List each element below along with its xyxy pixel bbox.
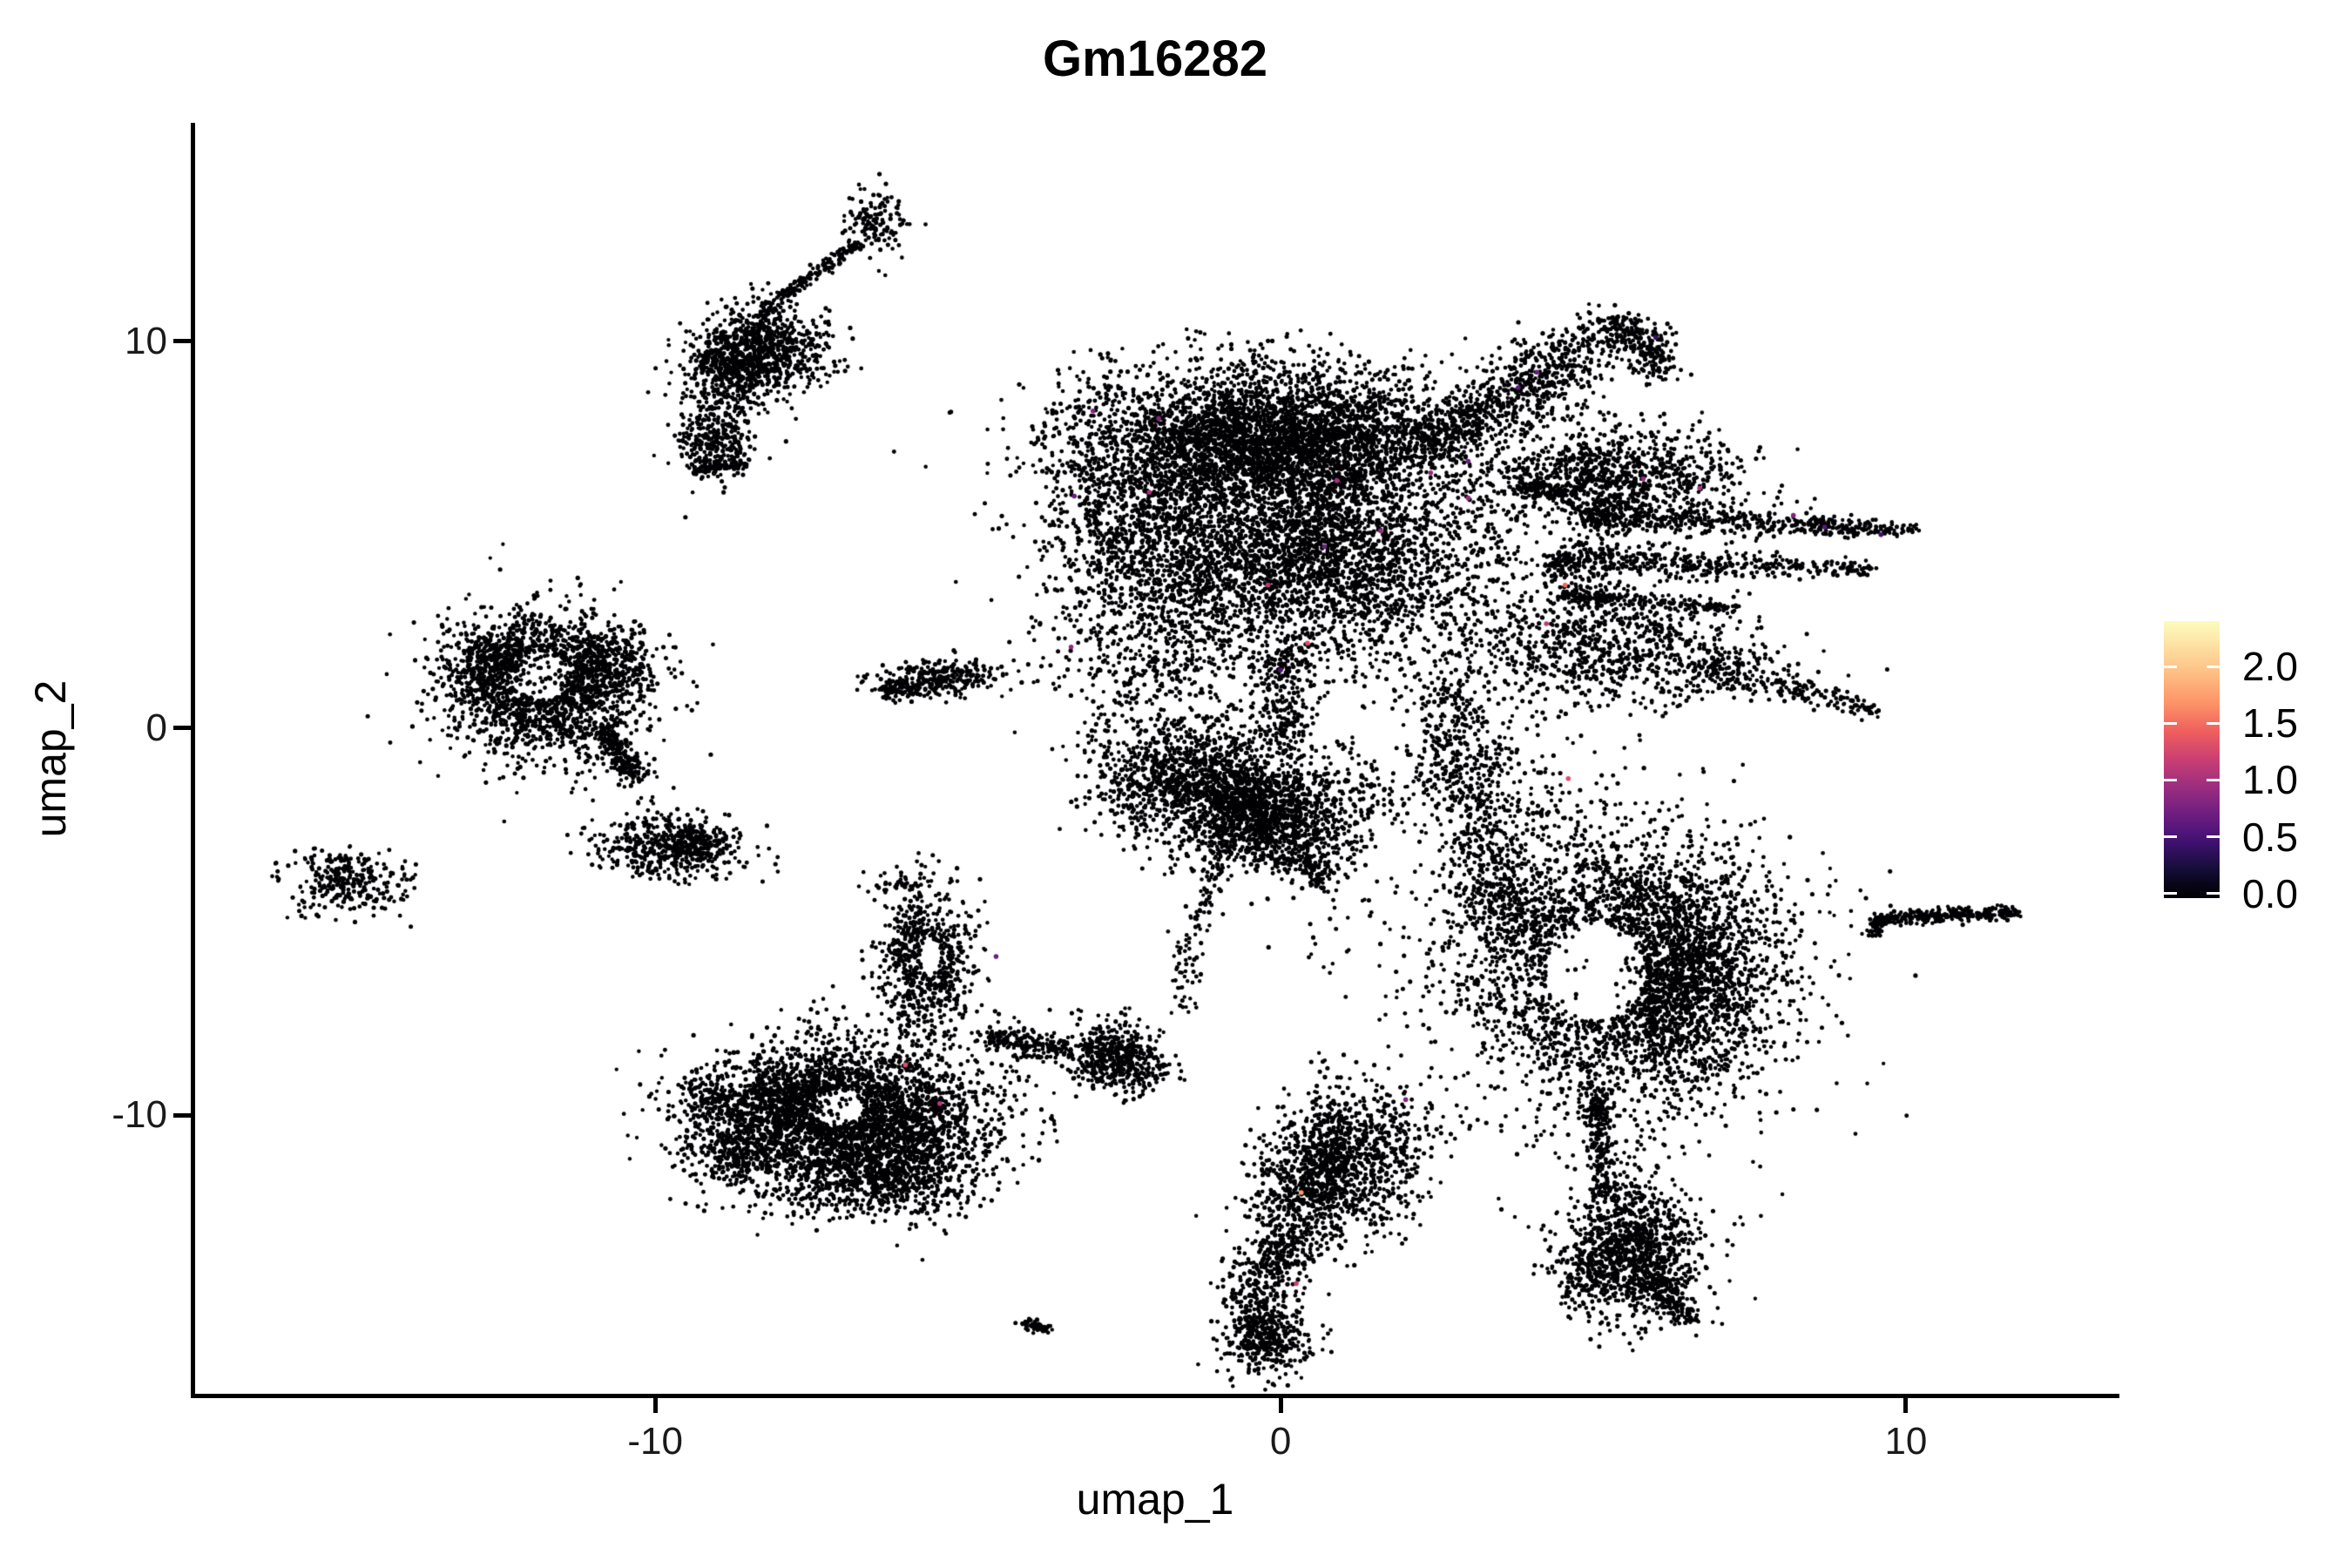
colorbar-tick-mark (2207, 778, 2220, 781)
x-tick-label: 10 (1884, 1420, 1928, 1463)
x-tick-mark (652, 1394, 658, 1413)
y-tick-mark (173, 726, 193, 731)
colorbar-gradient (2164, 621, 2220, 898)
page-title: Gm16282 (1043, 30, 1267, 87)
y-tick-label: 0 (145, 706, 167, 749)
y-tick-label: -10 (112, 1093, 167, 1137)
colorbar-tick-mark (2164, 721, 2177, 725)
y-axis-title: umap_2 (26, 679, 75, 838)
y-tick-mark (173, 1112, 193, 1118)
y-tick-label: 10 (125, 319, 167, 362)
legend-tick-label: 1.0 (2242, 757, 2298, 803)
colorbar-tick-mark (2207, 721, 2220, 725)
x-tick-label: -10 (627, 1420, 683, 1463)
x-tick-mark (1278, 1394, 1283, 1413)
y-tick-mark (173, 339, 193, 344)
colorbar-tick-mark (2207, 835, 2220, 839)
colorbar-tick-mark (2207, 892, 2220, 896)
x-tick-label: 0 (1269, 1420, 1292, 1463)
legend-tick-label: 0.5 (2242, 814, 2298, 860)
legend-tick-label: 2.0 (2242, 644, 2298, 690)
colorbar-tick-mark (2207, 665, 2220, 668)
y-axis-line (191, 123, 195, 1398)
colorbar-tick-mark (2164, 778, 2177, 781)
colorbar-tick-mark (2164, 835, 2177, 839)
legend-tick-label: 1.5 (2242, 700, 2298, 747)
x-tick-mark (1903, 1394, 1909, 1413)
legend-tick-label: 0.0 (2242, 870, 2298, 916)
colorbar-tick-mark (2164, 892, 2177, 896)
colorbar-tick-mark (2164, 665, 2177, 668)
x-axis-line (191, 1394, 2119, 1398)
x-axis-title: umap_1 (1076, 1475, 1234, 1524)
